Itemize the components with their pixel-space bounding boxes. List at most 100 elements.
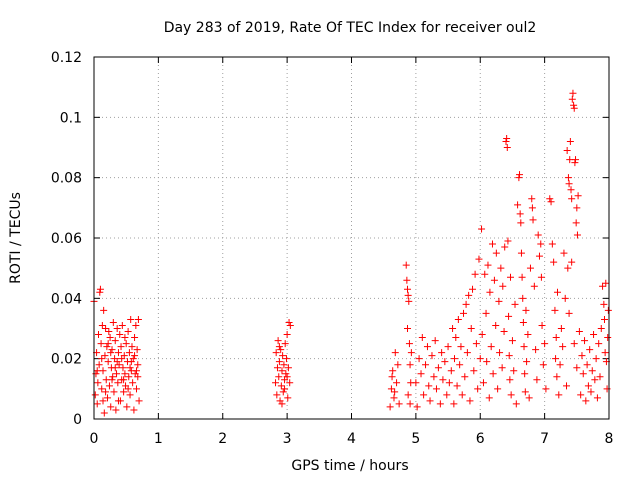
data-point (534, 231, 542, 239)
data-point (599, 282, 607, 290)
data-point (120, 376, 128, 384)
y-tick-label: 0.04 (51, 291, 82, 307)
data-point (415, 355, 423, 363)
data-point (92, 370, 100, 378)
data-point (494, 385, 502, 393)
data-point (565, 309, 573, 317)
data-point (567, 186, 575, 194)
data-point (535, 252, 543, 260)
data-point (584, 382, 592, 390)
data-point (604, 334, 612, 342)
data-point (529, 216, 537, 224)
data-point (546, 195, 554, 203)
data-point (107, 349, 115, 357)
data-point (574, 192, 582, 200)
data-point (98, 385, 106, 393)
data-point (114, 379, 122, 387)
data-point (568, 95, 576, 103)
data-point (472, 340, 480, 348)
data-point (102, 388, 110, 396)
data-point (404, 291, 412, 299)
data-point (557, 325, 565, 332)
y-tick-label: 0.02 (51, 352, 82, 368)
data-point (550, 258, 558, 266)
data-point (510, 367, 518, 375)
data-point (108, 346, 116, 354)
data-point (443, 391, 451, 399)
data-point (502, 137, 510, 145)
data-point (99, 397, 107, 405)
data-point (501, 243, 509, 251)
data-point (284, 394, 292, 402)
data-point (407, 349, 415, 357)
data-point (278, 400, 286, 408)
data-point (548, 240, 556, 248)
data-point (487, 343, 495, 351)
data-point (125, 373, 133, 381)
data-point (516, 210, 524, 218)
data-point (405, 297, 413, 305)
data-point (113, 370, 121, 378)
data-point (521, 370, 529, 378)
data-point (390, 394, 398, 402)
data-point (460, 309, 468, 317)
data-point (391, 349, 399, 357)
data-point (425, 382, 433, 390)
data-point (602, 279, 610, 287)
data-point (575, 328, 583, 336)
data-point (578, 352, 586, 360)
data-point (486, 288, 494, 296)
data-point (521, 388, 529, 396)
data-point (451, 355, 458, 363)
data-point (135, 397, 143, 405)
data-point (444, 343, 452, 351)
data-point (417, 370, 425, 378)
data-point (554, 288, 561, 296)
data-point (431, 337, 439, 345)
data-point (538, 321, 546, 329)
data-point (272, 379, 280, 387)
data-point (387, 385, 395, 393)
data-point (601, 349, 609, 357)
data-point (565, 180, 573, 188)
data-point (134, 315, 142, 323)
data-point (403, 276, 411, 284)
data-point (104, 358, 112, 366)
y-tick-label: 0.08 (51, 171, 82, 187)
data-point (530, 282, 538, 290)
data-point (132, 321, 140, 329)
data-point (488, 240, 496, 248)
data-point (105, 328, 113, 336)
data-point (105, 382, 113, 390)
data-point (465, 291, 473, 299)
data-point (124, 385, 132, 393)
data-point (504, 237, 512, 245)
data-point (547, 198, 555, 206)
data-point (555, 391, 563, 399)
data-point (418, 334, 426, 342)
data-point (591, 376, 599, 384)
data-point (519, 294, 527, 302)
data-point (116, 331, 124, 339)
data-point (114, 397, 122, 405)
data-point (471, 270, 479, 278)
data-point (402, 261, 410, 269)
data-point (569, 89, 577, 97)
data-point (525, 394, 533, 402)
data-point (286, 321, 294, 329)
data-point (512, 400, 520, 408)
data-point (104, 394, 112, 402)
data-point (109, 318, 117, 326)
data-point (519, 318, 527, 326)
data-point (463, 349, 471, 357)
data-point (406, 400, 414, 408)
data-point (111, 364, 119, 372)
data-point (404, 391, 412, 399)
data-points (90, 89, 612, 417)
data-point (276, 397, 284, 405)
data-point (281, 340, 289, 348)
data-point (597, 325, 605, 332)
data-point (449, 325, 457, 332)
data-point (570, 340, 578, 348)
data-point (96, 285, 104, 293)
